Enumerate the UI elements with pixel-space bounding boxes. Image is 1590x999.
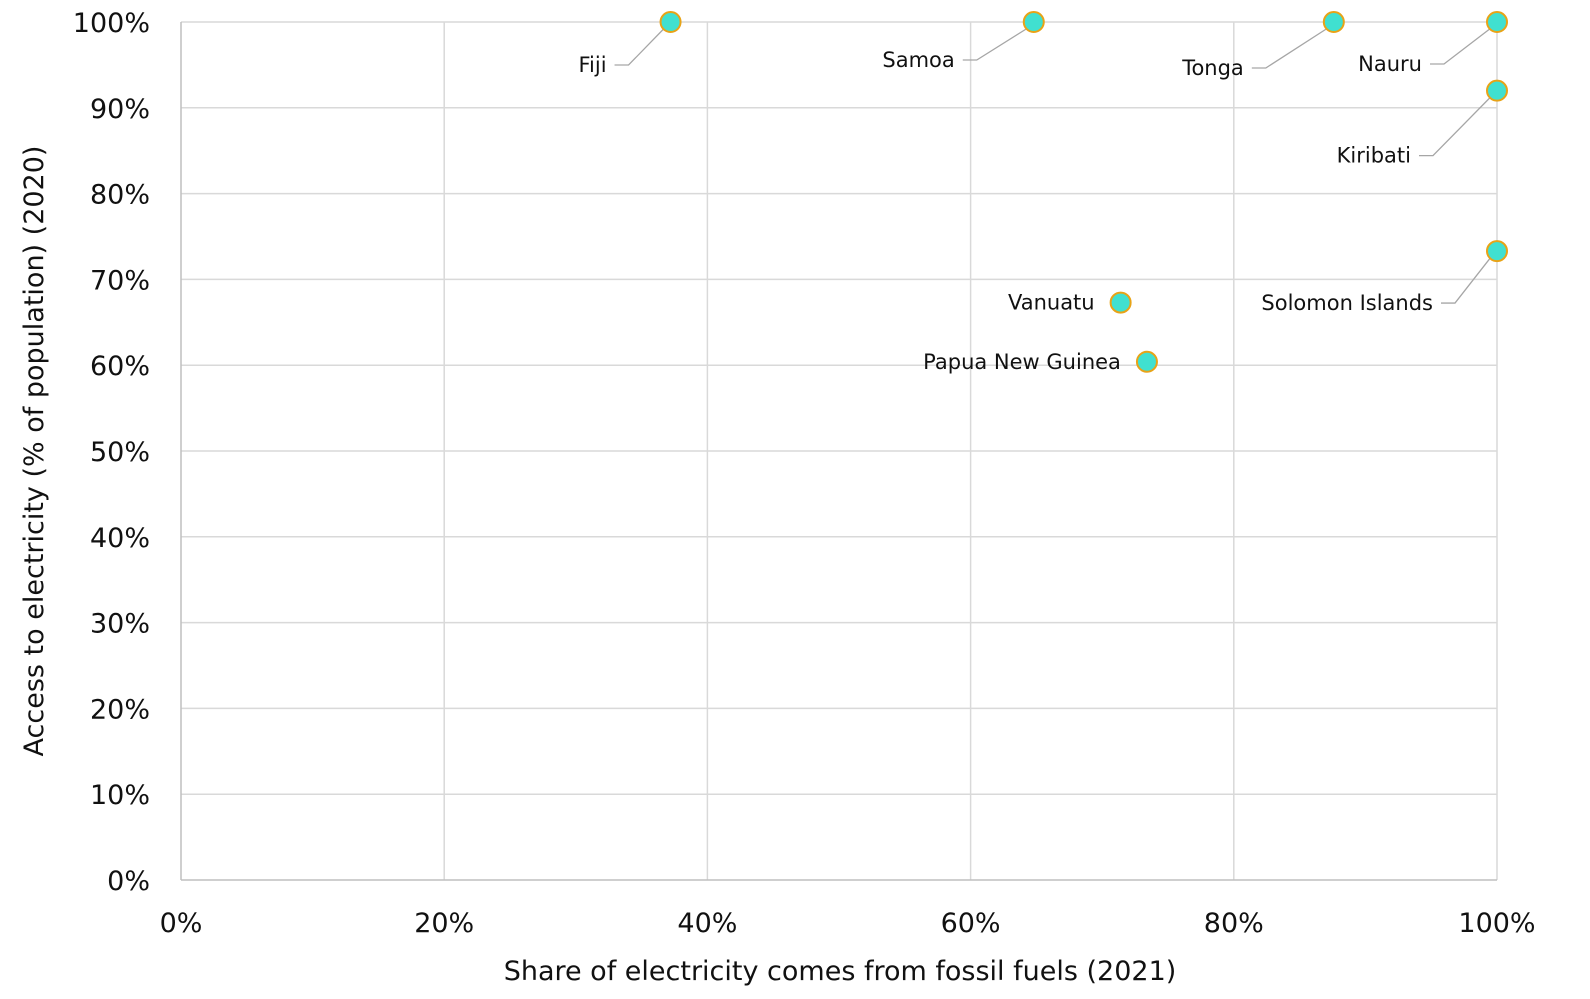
y-tick-label: 10% [90,780,150,811]
y-axis-title: Access to electricity (% of population) … [19,146,50,757]
point-labels: Fiji Samoa Tonga Nauru Kiribati Solomon Islan… [578,48,1433,374]
y-tick-label: 100% [73,8,150,39]
y-tick-label: 90% [90,94,150,125]
data-points [659,11,1508,373]
label-leader-line [1251,27,1329,69]
y-tick-label: 20% [90,694,150,725]
x-tick-labels: 0% 20% 40% 60% 80% 100% [160,908,1536,939]
label-leader-line [614,27,666,66]
label-leaders [614,27,1492,304]
point-label: Vanuatu [1008,291,1095,315]
y-tick-labels: 0% 10% 20% 30% 40% 50% 60% 70% 80% 90% 100% [73,8,150,897]
y-tick-label: 0% [107,866,150,897]
point-label: Kiribati [1337,144,1411,168]
y-tick-label: 60% [90,351,150,382]
scatter-point [1109,291,1132,314]
point-label: Papua New Guinea [923,350,1121,374]
point-label: Nauru [1358,52,1422,76]
x-tick-label: 0% [160,908,203,939]
scatter-point [1486,79,1508,102]
y-tick-label: 50% [90,437,150,468]
x-tick-label: 20% [414,908,474,939]
scatter-point [1486,240,1508,263]
y-tick-label: 40% [90,523,150,554]
point-label: Solomon Islands [1261,291,1433,315]
scatter-point [1322,11,1345,33]
label-leader-line [1441,256,1492,304]
x-tick-label: 40% [677,908,737,939]
scatter-point [1486,11,1508,33]
scatter-point [1022,11,1045,33]
y-tick-label: 80% [90,180,150,211]
x-tick-label: 100% [1458,908,1535,939]
x-axis-title: Share of electricity comes from fossil f… [504,956,1177,987]
x-tick-label: 60% [941,908,1001,939]
y-tick-label: 70% [90,265,150,296]
scatter-point [659,11,682,33]
point-label: Tonga [1181,56,1244,80]
label-leader-line [1419,96,1492,157]
point-label: Samoa [882,48,954,72]
label-leader-line [962,27,1029,61]
grid-layer [180,21,1498,881]
point-label: Fiji [578,53,606,77]
x-tick-label: 80% [1204,908,1264,939]
label-leader-line [1430,27,1492,65]
scatter-point [1135,350,1158,373]
y-tick-label: 30% [90,609,150,640]
